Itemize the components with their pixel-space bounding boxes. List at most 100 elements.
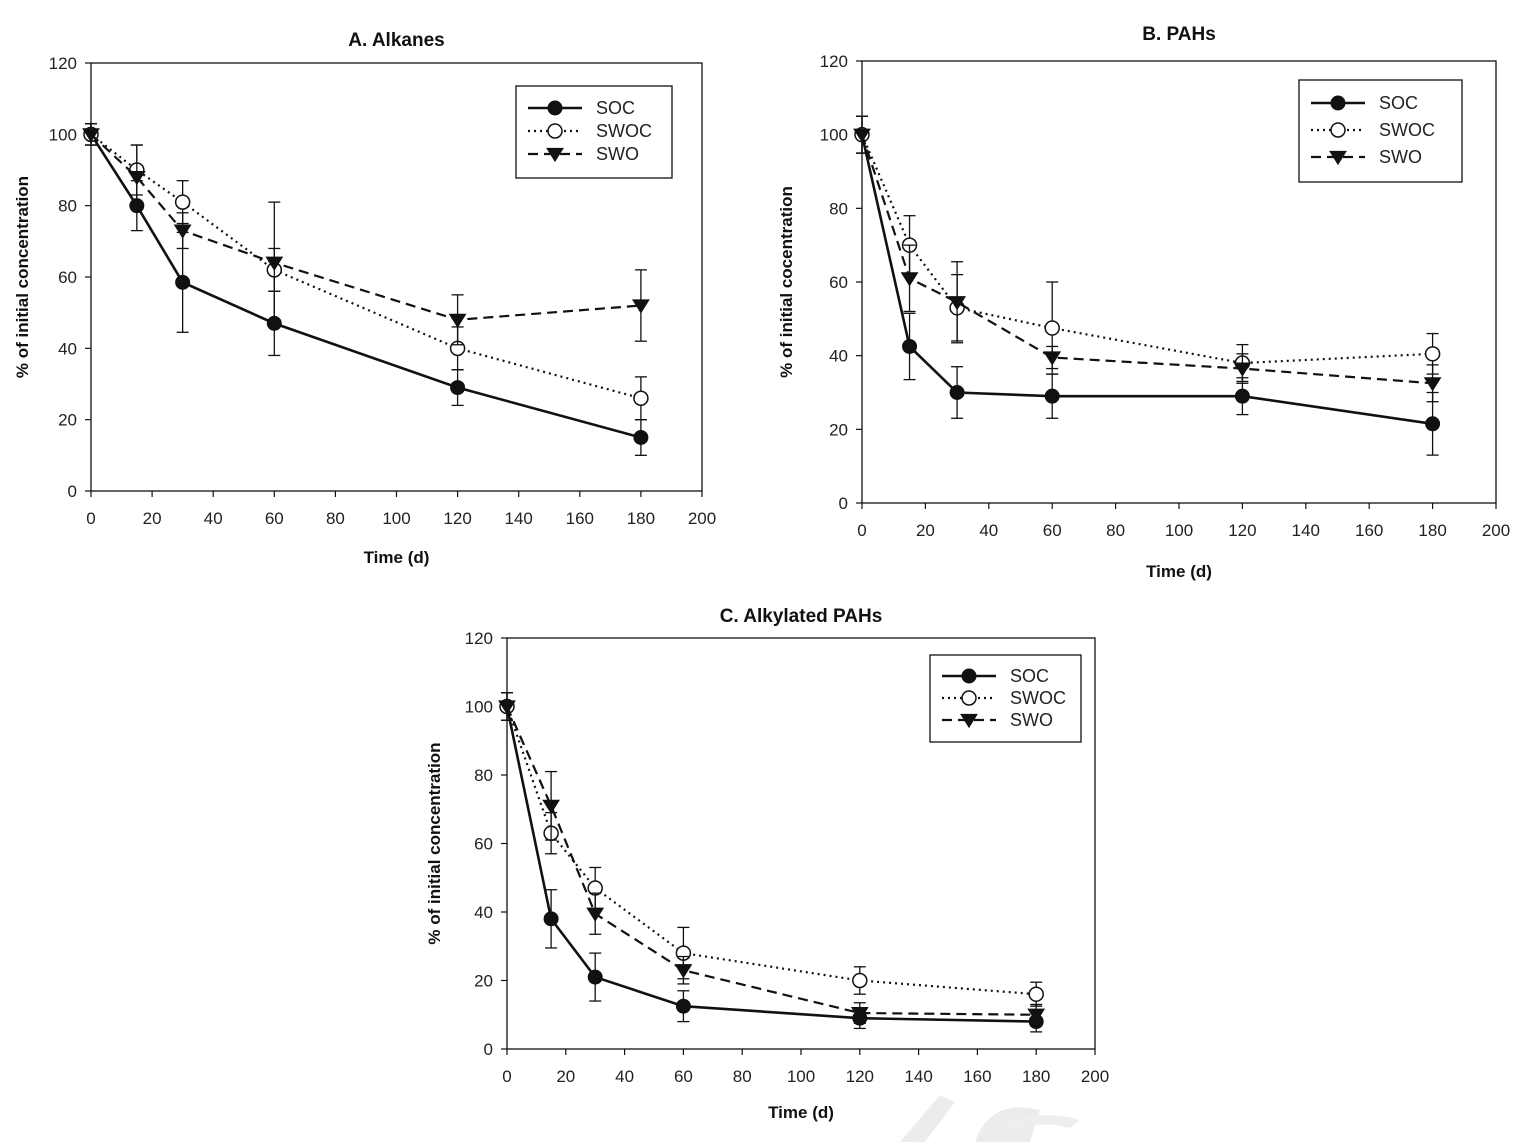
- x-tick-label: 20: [916, 521, 935, 540]
- legend-marker-swoc: [547, 123, 563, 139]
- x-tick-label: 120: [1228, 521, 1256, 540]
- x-tick-label: 0: [857, 521, 866, 540]
- data-point: [1044, 388, 1060, 404]
- x-tick-label: 120: [846, 1067, 874, 1086]
- x-tick-label: 200: [1482, 521, 1510, 540]
- data-point: [1424, 346, 1441, 362]
- data-point: [586, 907, 605, 922]
- x-tick-label: 100: [787, 1067, 815, 1086]
- x-axis-title: Time (d): [364, 548, 430, 567]
- watermark-shape: [900, 1095, 1080, 1142]
- x-tick-label: 160: [963, 1067, 991, 1086]
- data-point: [587, 969, 603, 985]
- data-point: [1234, 388, 1250, 404]
- data-point: [448, 313, 467, 328]
- data-point: [633, 430, 649, 445]
- x-tick-label: 60: [265, 509, 284, 528]
- x-tick-label: 140: [904, 1067, 932, 1086]
- data-point: [175, 274, 191, 290]
- series-line: [89, 133, 642, 439]
- legend-marker-swo: [1329, 150, 1347, 166]
- series-line: [505, 706, 1037, 996]
- legend-label-swoc: SWOC: [1379, 120, 1435, 140]
- data-point: [674, 964, 693, 979]
- y-axis-title: % of initial concentration: [425, 742, 444, 944]
- legend-label-swoc: SWOC: [1010, 688, 1066, 708]
- x-tick-label: 160: [566, 509, 594, 528]
- y-tick-label: 120: [49, 54, 77, 73]
- data-point: [1027, 1008, 1046, 1023]
- chart-panel-alkylated-pahs: C. Alkylated PAHs 0 20 40 60 80 100 120 140 160 18…: [425, 606, 1109, 1122]
- y-tick-label: 80: [829, 199, 848, 218]
- chart-panel-pahs: B. PAHs 0 20 40 60 80 100 120 140 160 180 200 0 20 40 6…: [777, 24, 1510, 581]
- y-tick-label: 0: [68, 482, 77, 501]
- series-line: [860, 134, 1433, 426]
- y-tick-label: 80: [474, 766, 493, 785]
- data-point: [174, 194, 191, 210]
- legend: SOC SWOC SWO: [515, 85, 673, 179]
- data-point: [949, 385, 965, 400]
- legend-marker-swoc: [1330, 122, 1346, 138]
- series-swo: [82, 122, 650, 346]
- legend-label-swo: SWO: [596, 144, 639, 164]
- y-tick-label: 80: [58, 197, 77, 216]
- series-line: [860, 134, 1433, 365]
- data-point: [900, 272, 919, 287]
- chart-title: A. Alkanes: [348, 30, 444, 51]
- data-point: [850, 1006, 869, 1022]
- y-tick-label: 120: [820, 52, 848, 71]
- y-tick-label: 100: [49, 125, 77, 144]
- x-tick-label: 180: [1022, 1067, 1050, 1086]
- x-tick-label: 40: [979, 521, 998, 540]
- data-point: [902, 338, 918, 354]
- data-point: [853, 128, 871, 143]
- data-point: [1028, 986, 1044, 1002]
- y-tick-label: 60: [474, 835, 493, 854]
- legend-marker-soc: [547, 100, 563, 116]
- y-tick-label: 20: [829, 420, 848, 439]
- legend-label-soc: SOC: [1379, 93, 1418, 113]
- series-line: [90, 133, 642, 400]
- x-axis-title: Time (d): [1146, 562, 1212, 581]
- data-point: [265, 256, 284, 271]
- series-swo: [498, 692, 1046, 1026]
- data-point: [82, 128, 100, 143]
- data-point: [127, 171, 146, 186]
- legend-label-swo: SWO: [1379, 147, 1422, 167]
- x-tick-label: 180: [1418, 521, 1446, 540]
- data-point: [948, 296, 967, 311]
- data-point: [1044, 320, 1060, 336]
- x-tick-label: 140: [505, 509, 533, 528]
- legend-marker-soc: [961, 668, 977, 684]
- series-line: [505, 706, 1037, 1023]
- data-point: [498, 700, 516, 715]
- data-point: [173, 224, 192, 239]
- series-line: [860, 134, 1433, 385]
- x-axis-title: Time (d): [768, 1103, 834, 1122]
- series-soc: [499, 692, 1044, 1033]
- x-tick-label: 120: [443, 509, 471, 528]
- y-tick-label: 120: [465, 629, 493, 648]
- y-tick-label: 60: [58, 268, 77, 287]
- series-line: [505, 706, 1037, 1016]
- y-tick-label: 100: [820, 126, 848, 145]
- data-point: [631, 299, 650, 314]
- x-tick-label: 200: [1081, 1067, 1109, 1086]
- series-line: [90, 133, 641, 321]
- y-tick-label: 0: [484, 1040, 493, 1059]
- x-tick-label: 140: [1292, 521, 1320, 540]
- y-tick-label: 40: [58, 339, 77, 358]
- data-point: [852, 972, 868, 989]
- x-tick-label: 40: [615, 1067, 634, 1086]
- x-tick-label: 40: [204, 509, 223, 528]
- x-tick-label: 0: [502, 1067, 511, 1086]
- y-tick-label: 40: [474, 903, 493, 922]
- data-point: [1233, 362, 1252, 377]
- legend-marker-swoc: [961, 690, 977, 706]
- x-tick-label: 80: [733, 1067, 752, 1086]
- x-tick-label: 80: [1106, 521, 1125, 540]
- x-tick-label: 100: [382, 509, 410, 528]
- x-tick-label: 180: [627, 509, 655, 528]
- y-tick-label: 60: [829, 273, 848, 292]
